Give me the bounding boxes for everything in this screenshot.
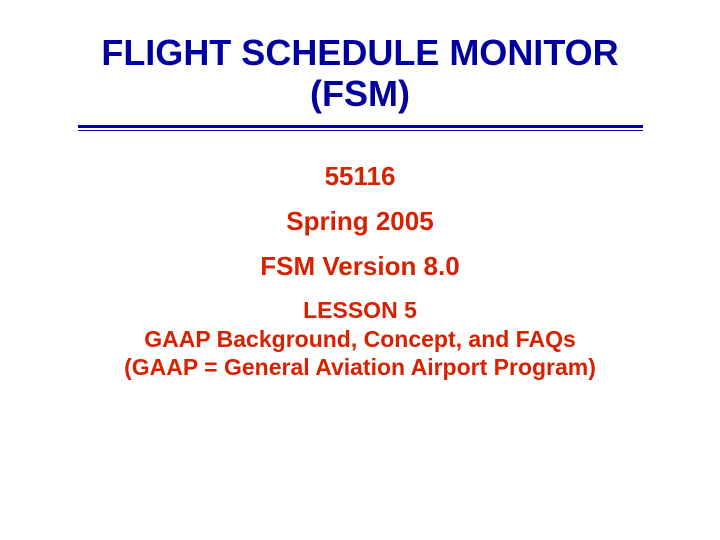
lesson-acronym: (GAAP = General Aviation Airport Program… <box>0 353 720 382</box>
course-info-block: 55116 Spring 2005 FSM Version 8.0 <box>0 161 720 282</box>
title-line-2: (FSM) <box>0 73 720 114</box>
course-term: Spring 2005 <box>0 206 720 237</box>
title-line-1: FLIGHT SCHEDULE MONITOR <box>0 32 720 73</box>
lesson-topic: GAAP Background, Concept, and FAQs <box>0 325 720 354</box>
lesson-number: LESSON 5 <box>0 296 720 325</box>
course-version: FSM Version 8.0 <box>0 251 720 282</box>
divider-bottom-line <box>78 130 643 131</box>
horizontal-divider <box>78 125 643 131</box>
slide-title: FLIGHT SCHEDULE MONITOR (FSM) <box>0 0 720 115</box>
lesson-block: LESSON 5 GAAP Background, Concept, and F… <box>0 296 720 382</box>
course-number: 55116 <box>0 161 720 192</box>
